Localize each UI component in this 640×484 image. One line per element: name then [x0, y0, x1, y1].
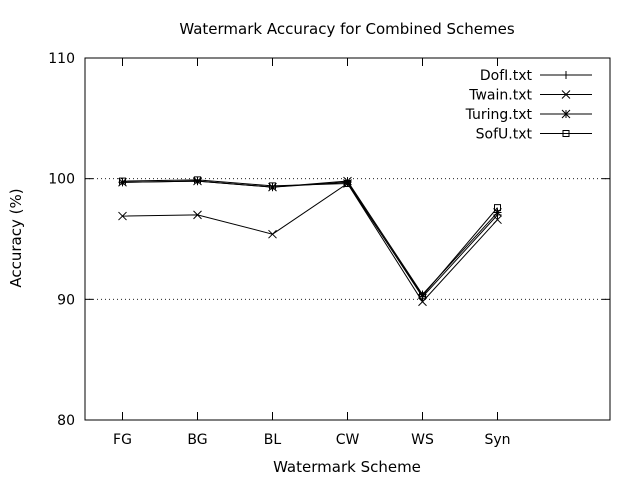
data-point-twain-txt — [493, 215, 502, 225]
grid-lines — [85, 178, 610, 300]
series-sofu-txt — [119, 176, 501, 300]
data-point-turing-txt — [118, 177, 127, 187]
data-point-turing-txt — [343, 176, 352, 186]
x-tick-label-bg: BG — [187, 432, 207, 448]
legend-item-twain-txt: Twain.txt — [468, 88, 592, 104]
y-tick-label: 80 — [57, 413, 75, 429]
series-dofi-txt — [118, 177, 502, 301]
series-lines — [118, 176, 502, 307]
y-tick-label: 110 — [48, 51, 75, 67]
data-point-sofu-txt — [494, 204, 501, 212]
data-point-sofu-txt — [119, 177, 126, 185]
data-point-turing-txt — [268, 182, 277, 192]
data-point-sofu-txt — [344, 179, 351, 187]
legend: DofI.txt Twain.txt Turing.txt SofU.txt — [465, 68, 592, 143]
data-point-sofu-txt — [419, 292, 426, 300]
series-line-turing-txt — [122, 180, 498, 296]
x-axis-title: Watermark Scheme — [273, 458, 421, 476]
series-twain-txt — [118, 179, 502, 307]
x-tick-label-cw: CW — [336, 432, 360, 448]
data-point-turing-txt — [193, 176, 202, 186]
series-turing-txt — [118, 176, 502, 299]
legend-item-turing-txt: Turing.txt — [465, 107, 592, 123]
legend-item-sofu-txt: SofU.txt — [476, 127, 592, 143]
legend-marker-twain-txt — [561, 90, 571, 99]
x-tick-label-bl: BL — [264, 432, 282, 448]
y-axis-title: Accuracy (%) — [7, 188, 25, 287]
legend-label: Twain.txt — [468, 88, 532, 104]
x-tick-label-fg: FG — [113, 432, 132, 448]
data-point-twain-txt — [193, 210, 202, 220]
legend-item-dofi-txt: DofI.txt — [480, 68, 592, 84]
legend-label: Turing.txt — [465, 107, 533, 123]
legend-marker-sofu-txt — [562, 130, 570, 137]
series-line-sofu-txt — [122, 179, 498, 297]
series-line-twain-txt — [122, 182, 498, 303]
data-point-sofu-txt — [194, 176, 201, 184]
axes: 80 90 100 110 FG BG BL CW WS Syn — [48, 51, 610, 448]
legend-marker-turing-txt — [561, 109, 571, 119]
legend-label: SofU.txt — [476, 127, 533, 143]
y-tick-label: 90 — [57, 292, 75, 308]
chart-title: Watermark Accuracy for Combined Schemes — [179, 20, 514, 38]
legend-marker-dofi-txt — [562, 71, 570, 79]
y-tick-label: 100 — [48, 172, 75, 188]
data-point-turing-txt — [493, 208, 502, 217]
x-tick-label-syn: Syn — [484, 432, 510, 448]
series-line-dofi-txt — [122, 180, 498, 298]
data-point-twain-txt — [268, 229, 277, 239]
data-point-sofu-txt — [269, 182, 276, 190]
x-tick-label-ws: WS — [411, 432, 434, 448]
data-point-turing-txt — [418, 290, 427, 299]
legend-label: DofI.txt — [480, 68, 533, 84]
data-point-twain-txt — [118, 211, 127, 221]
